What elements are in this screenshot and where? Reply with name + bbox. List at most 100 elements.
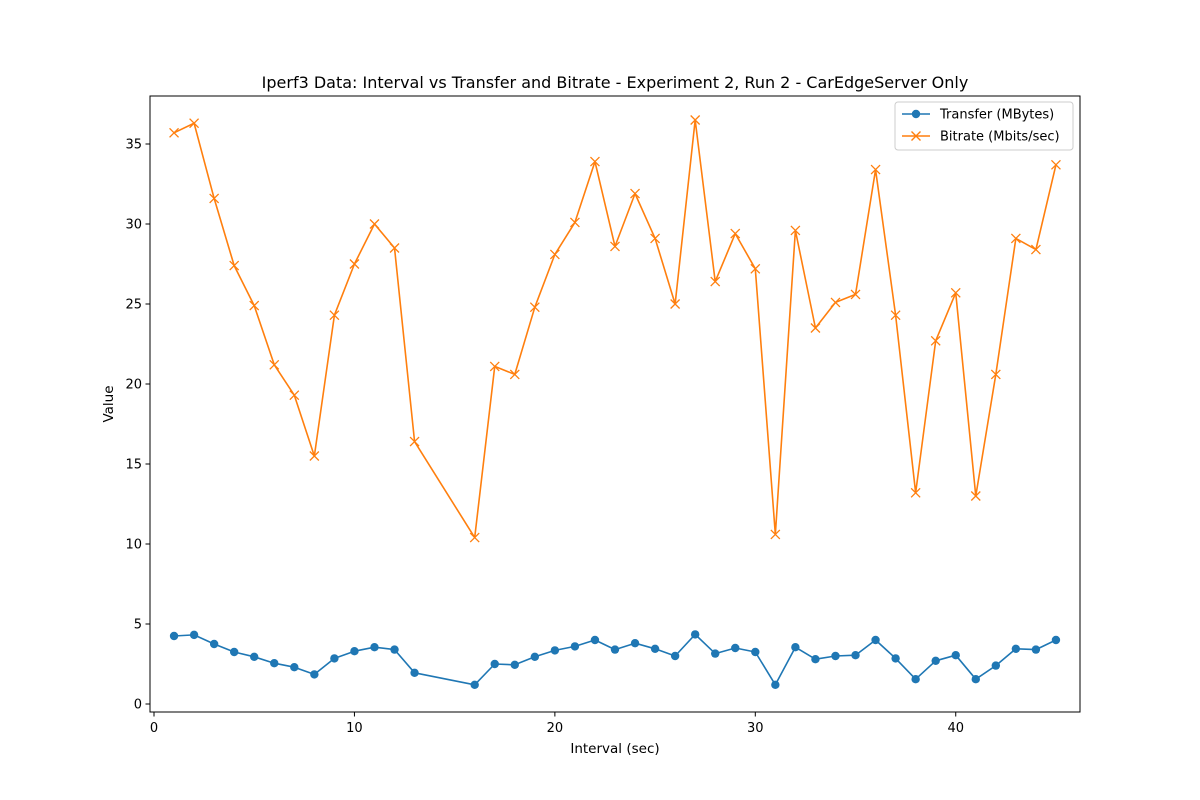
series-0-point-21 xyxy=(630,639,640,648)
series-1-point-0 xyxy=(169,127,180,138)
y-tick-label-5: 25 xyxy=(125,298,142,313)
y-tick-label-3: 15 xyxy=(125,458,142,473)
series-1-point-33 xyxy=(870,164,881,175)
series-line-1 xyxy=(173,119,1057,539)
series-1-point-34 xyxy=(890,310,901,321)
series-0-point-33 xyxy=(871,635,880,645)
series-1-point-7 xyxy=(309,451,320,461)
series-0-point-24 xyxy=(690,630,700,639)
series-0-point-16 xyxy=(530,652,540,661)
series-0-point-22 xyxy=(650,644,660,653)
series-1-point-21 xyxy=(630,188,641,199)
series-0-point-39 xyxy=(991,661,1001,670)
series-1-point-42 xyxy=(1050,159,1061,170)
series-1-point-36 xyxy=(930,335,941,346)
x-axis: 0 10 20 30 40 xyxy=(150,712,964,736)
series-0-point-30 xyxy=(811,655,820,664)
series-1-point-22 xyxy=(650,233,661,244)
series-0-point-4 xyxy=(250,652,259,661)
y-tick-label-6: 30 xyxy=(125,218,142,233)
series-1-point-35 xyxy=(910,487,921,498)
series-0-point-1 xyxy=(189,630,199,640)
series-0-point-32 xyxy=(851,651,860,660)
series-0-point-18 xyxy=(570,642,580,651)
x-tick-label-0: 0 xyxy=(150,721,158,736)
series-0-point-40 xyxy=(1011,644,1021,653)
series-1-point-12 xyxy=(409,436,420,447)
series-0-point-28 xyxy=(771,680,780,689)
y-tick-label-0: 0 xyxy=(134,698,142,713)
series-0-point-27 xyxy=(751,647,760,657)
series-1-point-15 xyxy=(509,369,520,380)
y-tick-label-1: 5 xyxy=(134,618,142,633)
y-axis: 0 5 10 15 20 25 30 35 xyxy=(125,138,150,713)
series-0-point-17 xyxy=(550,646,560,655)
series-0-point-25 xyxy=(711,649,720,658)
series-1-point-8 xyxy=(329,310,340,321)
series-1-point-40 xyxy=(1010,233,1021,244)
series-1-point-3 xyxy=(229,260,240,271)
series-1-point-39 xyxy=(990,369,1001,380)
series-1-point-16 xyxy=(529,302,540,313)
y-axis-label: Value xyxy=(101,385,117,422)
series-0-point-6 xyxy=(290,663,299,672)
series-0-point-34 xyxy=(891,654,900,663)
series-1-point-17 xyxy=(549,249,560,260)
series-0-point-10 xyxy=(370,643,379,652)
legend-label-transfer: Transfer (MBytes) xyxy=(939,108,1054,123)
plot-frame xyxy=(149,95,1081,713)
series-1-point-29 xyxy=(790,225,801,236)
series-1-point-32 xyxy=(850,289,861,300)
series-1-point-41 xyxy=(1030,244,1041,255)
series-0-point-8 xyxy=(330,654,339,663)
series-0-point-31 xyxy=(831,651,840,661)
series-1-point-37 xyxy=(950,287,961,298)
series-1-point-10 xyxy=(369,219,380,229)
series-0-point-7 xyxy=(310,670,319,679)
series-0-point-0 xyxy=(169,631,179,641)
series-1-point-31 xyxy=(830,297,841,308)
y-tick-label-2: 10 xyxy=(125,538,142,553)
series-1-point-23 xyxy=(670,299,681,309)
series-1-point-4 xyxy=(249,300,260,311)
series-1-point-26 xyxy=(730,228,741,239)
series-0-point-29 xyxy=(791,643,800,652)
series-line-0 xyxy=(174,633,1057,686)
legend: Transfer (MBytes) Bitrate (Mbits/sec) xyxy=(894,101,1074,151)
series-1-point-25 xyxy=(710,276,721,287)
series-0-point-15 xyxy=(510,660,519,669)
series-0-point-3 xyxy=(229,647,239,657)
series-1-point-11 xyxy=(389,243,400,253)
x-tick-label-3: 30 xyxy=(747,721,764,736)
x-axis-label: Interval (sec) xyxy=(570,741,659,757)
series-1-point-30 xyxy=(810,323,821,333)
series-1-point-20 xyxy=(610,241,620,252)
series-1-point-9 xyxy=(349,259,360,269)
series-0-point-37 xyxy=(951,651,960,660)
series-1-point-6 xyxy=(289,390,300,401)
series-0-point-19 xyxy=(590,635,600,645)
series-0-point-5 xyxy=(270,659,279,668)
series-0-point-42 xyxy=(1051,635,1061,645)
series-0-point-23 xyxy=(670,651,680,661)
series-0-point-9 xyxy=(350,647,359,656)
series-0-point-14 xyxy=(490,659,499,669)
series-1-point-19 xyxy=(589,156,600,167)
y-tick-label-4: 20 xyxy=(125,378,142,393)
series-1-point-1 xyxy=(189,118,200,129)
series-0-point-2 xyxy=(209,639,219,649)
series-layer xyxy=(169,115,1061,689)
series-0-point-13 xyxy=(470,680,479,689)
series-1-point-14 xyxy=(489,361,500,372)
x-tick-label-1: 10 xyxy=(346,721,363,736)
series-1-point-2 xyxy=(209,193,220,204)
series-0-point-12 xyxy=(410,668,419,677)
series-1-point-5 xyxy=(269,359,280,370)
y-tick-label-7: 35 xyxy=(125,138,142,153)
legend-marker-transfer xyxy=(911,109,921,119)
series-1-point-38 xyxy=(970,491,981,501)
x-tick-label-4: 40 xyxy=(947,721,964,736)
series-0-point-11 xyxy=(390,645,399,654)
series-1-point-13 xyxy=(469,532,480,543)
